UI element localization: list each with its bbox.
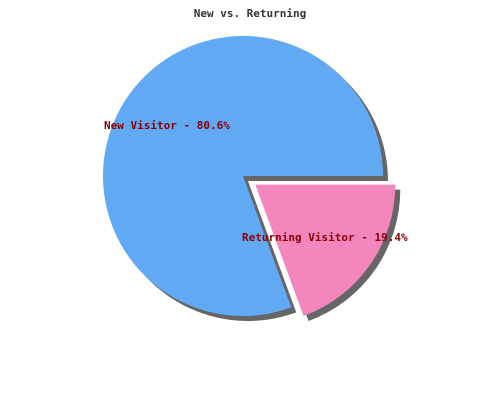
slice-labels: New Visitor - 80.6% Returning Visitor - 1… (104, 119, 408, 244)
slice-label-returning-visitor: Returning Visitor - 19.4% (242, 231, 408, 244)
pie-slice-new-visitor (103, 35, 384, 316)
chart-title: New vs. Returning (194, 7, 307, 20)
pie-slice-returning-visitor (255, 184, 396, 317)
slice-label-new-visitor: New Visitor - 80.6% (104, 119, 230, 132)
slices (103, 35, 396, 317)
